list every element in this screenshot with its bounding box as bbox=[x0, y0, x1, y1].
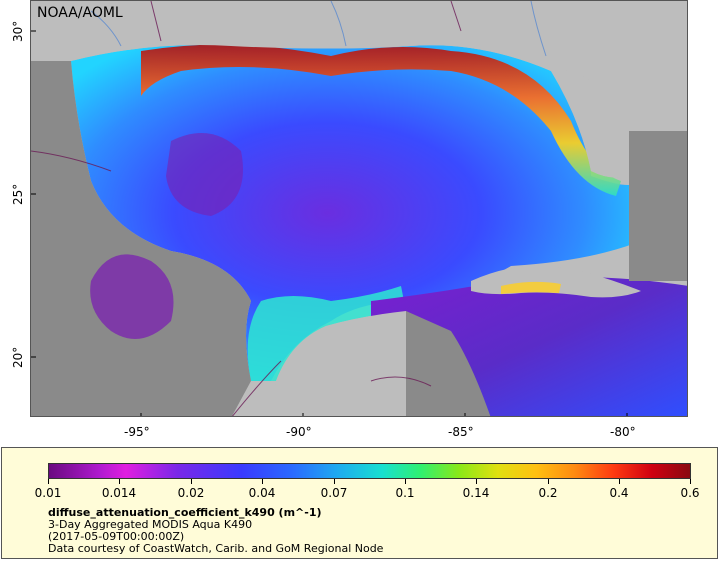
x-tick-minus80: -80° bbox=[610, 425, 636, 439]
x-tick-minus95: -95° bbox=[124, 425, 150, 439]
y-tick-30: 30° bbox=[11, 20, 25, 42]
cb-label-9: 0.6 bbox=[680, 486, 700, 500]
colorbar bbox=[48, 463, 691, 479]
cb-label-7: 0.2 bbox=[538, 486, 558, 500]
cuba-coast-band bbox=[501, 281, 561, 294]
y-tick-25: 25° bbox=[11, 183, 25, 205]
variable-name: diffuse_attenuation_coefficient_k490 (m^… bbox=[48, 506, 322, 519]
source-credit: Data courtesy of CoastWatch, Carib. and … bbox=[48, 542, 384, 555]
legend-panel: 0.01 0.014 0.02 0.04 0.07 0.1 0.14 0.2 0… bbox=[1, 447, 718, 559]
x-tick-minus90: -90° bbox=[286, 425, 312, 439]
cb-label-3: 0.04 bbox=[248, 486, 276, 500]
us-land bbox=[71, 1, 687, 178]
x-tick-minus85: -85° bbox=[448, 425, 474, 439]
sea-color-map bbox=[31, 1, 687, 416]
cb-label-1: 0.014 bbox=[101, 486, 137, 500]
cb-tick-6 bbox=[476, 479, 477, 484]
borders bbox=[31, 1, 462, 416]
cb-tick-2 bbox=[191, 479, 192, 484]
mexico-land bbox=[31, 61, 251, 416]
cb-tick-9 bbox=[690, 479, 691, 484]
yucatan-land bbox=[271, 311, 406, 416]
cb-label-6: 0.14 bbox=[462, 486, 490, 500]
map-area: NOAA/AOML bbox=[30, 0, 688, 417]
northern-coast-band bbox=[141, 44, 621, 196]
product-name: 3-Day Aggregated MODIS Aqua K490 bbox=[48, 518, 253, 531]
credit-label: NOAA/AOML bbox=[37, 5, 123, 21]
yucatan-shelf-band bbox=[247, 286, 406, 381]
rivers bbox=[90, 1, 547, 57]
florida-land bbox=[551, 69, 629, 178]
y-tick-20: 20° bbox=[11, 346, 25, 368]
cb-tick-3 bbox=[262, 479, 263, 484]
cb-label-2: 0.02 bbox=[177, 486, 205, 500]
cb-tick-4 bbox=[334, 479, 335, 484]
date-label: (2017-05-09T00:00:00Z) bbox=[48, 530, 185, 543]
mexico-speckle-2 bbox=[166, 133, 243, 216]
cb-label-5: 0.1 bbox=[395, 486, 415, 500]
cb-label-0: 0.01 bbox=[34, 486, 62, 500]
cb-tick-0 bbox=[48, 479, 49, 484]
central-america-land bbox=[406, 311, 491, 416]
axis-ticks bbox=[31, 30, 628, 416]
cb-tick-8 bbox=[619, 479, 620, 484]
mexico-speckle bbox=[90, 254, 174, 339]
cb-tick-5 bbox=[405, 479, 406, 484]
cb-tick-1 bbox=[119, 479, 120, 484]
atlantic-dark bbox=[629, 131, 687, 281]
cb-label-4: 0.07 bbox=[320, 486, 348, 500]
gulf-water bbox=[71, 45, 641, 381]
cb-tick-7 bbox=[548, 479, 549, 484]
cb-label-8: 0.4 bbox=[609, 486, 629, 500]
